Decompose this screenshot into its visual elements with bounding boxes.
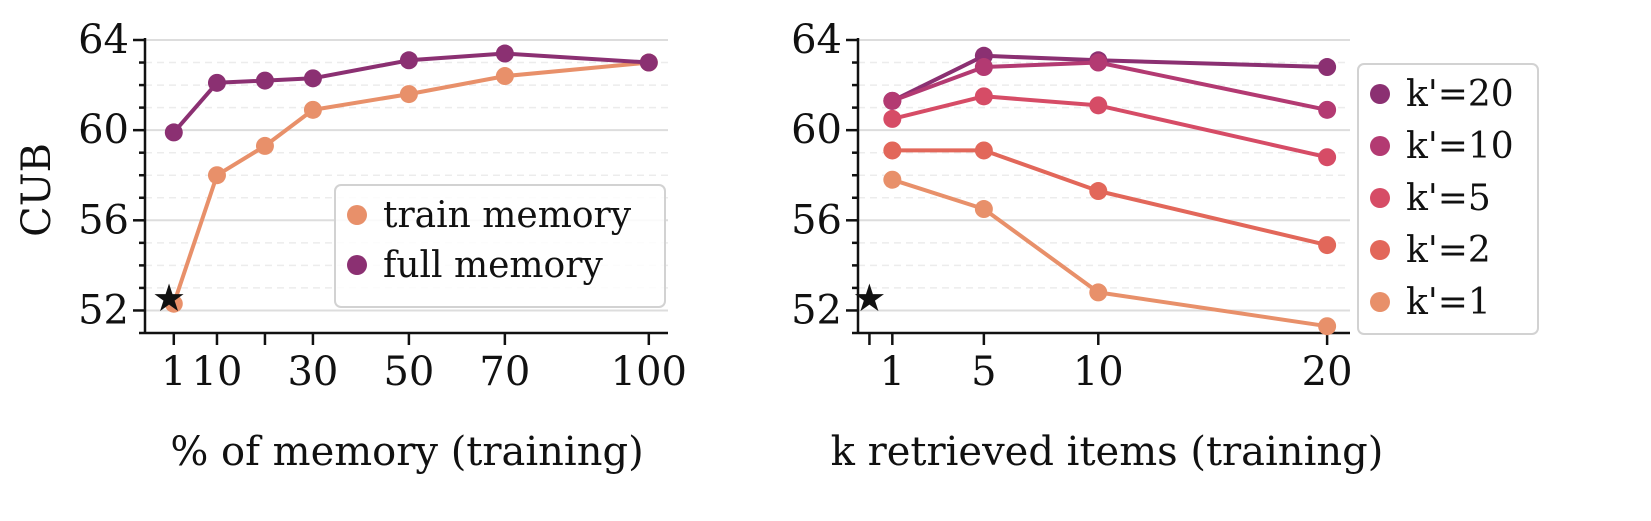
legend-marker [1370, 188, 1390, 208]
x-axis-title-left: % of memory (training) [170, 429, 643, 475]
data-point [1318, 317, 1337, 336]
data-point [1089, 283, 1108, 302]
data-point [1089, 53, 1108, 72]
data-point [399, 51, 418, 70]
series-line [891, 177, 1328, 329]
legend-marker [347, 255, 367, 275]
chart-right: 52 56 60 64 1 5 10 20 ★ k retrieved items (trai… [791, 17, 1539, 475]
legend-label: k'=1 [1406, 282, 1491, 323]
y-axis-title-left: CUB [14, 143, 60, 237]
data-point [207, 73, 226, 92]
x-tick-label: 20 [1302, 349, 1353, 395]
y-tick-label: 60 [78, 107, 129, 153]
x-tick-label: 10 [1073, 349, 1124, 395]
y-tick-label: 52 [791, 287, 842, 333]
data-point [1089, 182, 1108, 201]
legend-label: k'=2 [1406, 230, 1491, 271]
legend-label: k'=5 [1406, 178, 1491, 219]
data-point [303, 100, 322, 119]
data-point [399, 85, 418, 104]
data-point [974, 141, 993, 160]
data-point [639, 53, 658, 72]
legend-marker [1370, 84, 1390, 104]
y-tick-label: 56 [791, 197, 842, 243]
data-point [207, 166, 226, 185]
x-axis-title-right: k retrieved items (training) [831, 429, 1384, 475]
baseline-star: ★ [152, 276, 186, 320]
data-point [1318, 58, 1337, 77]
x-tick-label: 100 [611, 349, 687, 395]
data-point [1318, 148, 1337, 167]
x-tick-label: 1 [161, 349, 186, 395]
data-point [883, 170, 902, 189]
data-point [255, 136, 274, 155]
data-point [883, 141, 902, 160]
series-line [891, 53, 1328, 103]
data-point [974, 58, 993, 77]
x-tick-label: 30 [287, 349, 338, 395]
legend-marker [1370, 136, 1390, 156]
legend-label: k'=10 [1406, 126, 1514, 167]
legend-box [1357, 63, 1539, 335]
legend-left: train memory full memory [334, 184, 666, 308]
axes-right: 52 56 60 64 1 5 10 20 [791, 17, 1352, 395]
legend-label: train memory [383, 195, 632, 236]
x-tick-label: 70 [479, 349, 530, 395]
axes-left: 52 56 60 64 1 10 30 50 70 100 [78, 17, 687, 395]
legend-marker [1370, 240, 1390, 260]
data-point [883, 91, 902, 110]
data-point [495, 44, 514, 63]
series-line [892, 148, 1328, 248]
y-tick-label: 60 [791, 107, 842, 153]
series-line [891, 94, 1328, 160]
data-point [255, 71, 274, 90]
legend-right: k'=20 k'=10 k'=5 k'=2 k'=1 [1357, 63, 1539, 335]
legend-marker [347, 205, 367, 225]
y-tick-label: 64 [78, 17, 129, 63]
data-point [303, 69, 322, 88]
y-tick-label: 52 [78, 287, 129, 333]
chart-left: 52 56 60 64 1 10 30 50 70 100 ★ CUB % of memory (… [14, 17, 687, 475]
y-tick-label: 56 [78, 197, 129, 243]
legend-box [334, 184, 666, 308]
data-point [974, 200, 993, 219]
series-line [891, 60, 1328, 112]
x-tick-label: 10 [192, 349, 243, 395]
data-point [495, 67, 514, 86]
series-left: ★ [152, 44, 658, 320]
x-tick-label: 5 [971, 349, 996, 395]
legend-label: full memory [383, 245, 603, 286]
data-point [1089, 96, 1108, 115]
y-tick-label: 64 [791, 17, 842, 63]
x-tick-label: 1 [880, 349, 905, 395]
data-point [974, 87, 993, 106]
data-point [164, 123, 183, 142]
legend-marker [1370, 292, 1390, 312]
data-point [1318, 236, 1337, 255]
data-point [1318, 100, 1337, 119]
legend-label: k'=20 [1406, 74, 1514, 115]
series-right: ★ [852, 46, 1337, 336]
baseline-star: ★ [852, 276, 886, 320]
data-point [883, 109, 902, 128]
data-point [164, 294, 183, 313]
x-tick-label: 50 [383, 349, 434, 395]
